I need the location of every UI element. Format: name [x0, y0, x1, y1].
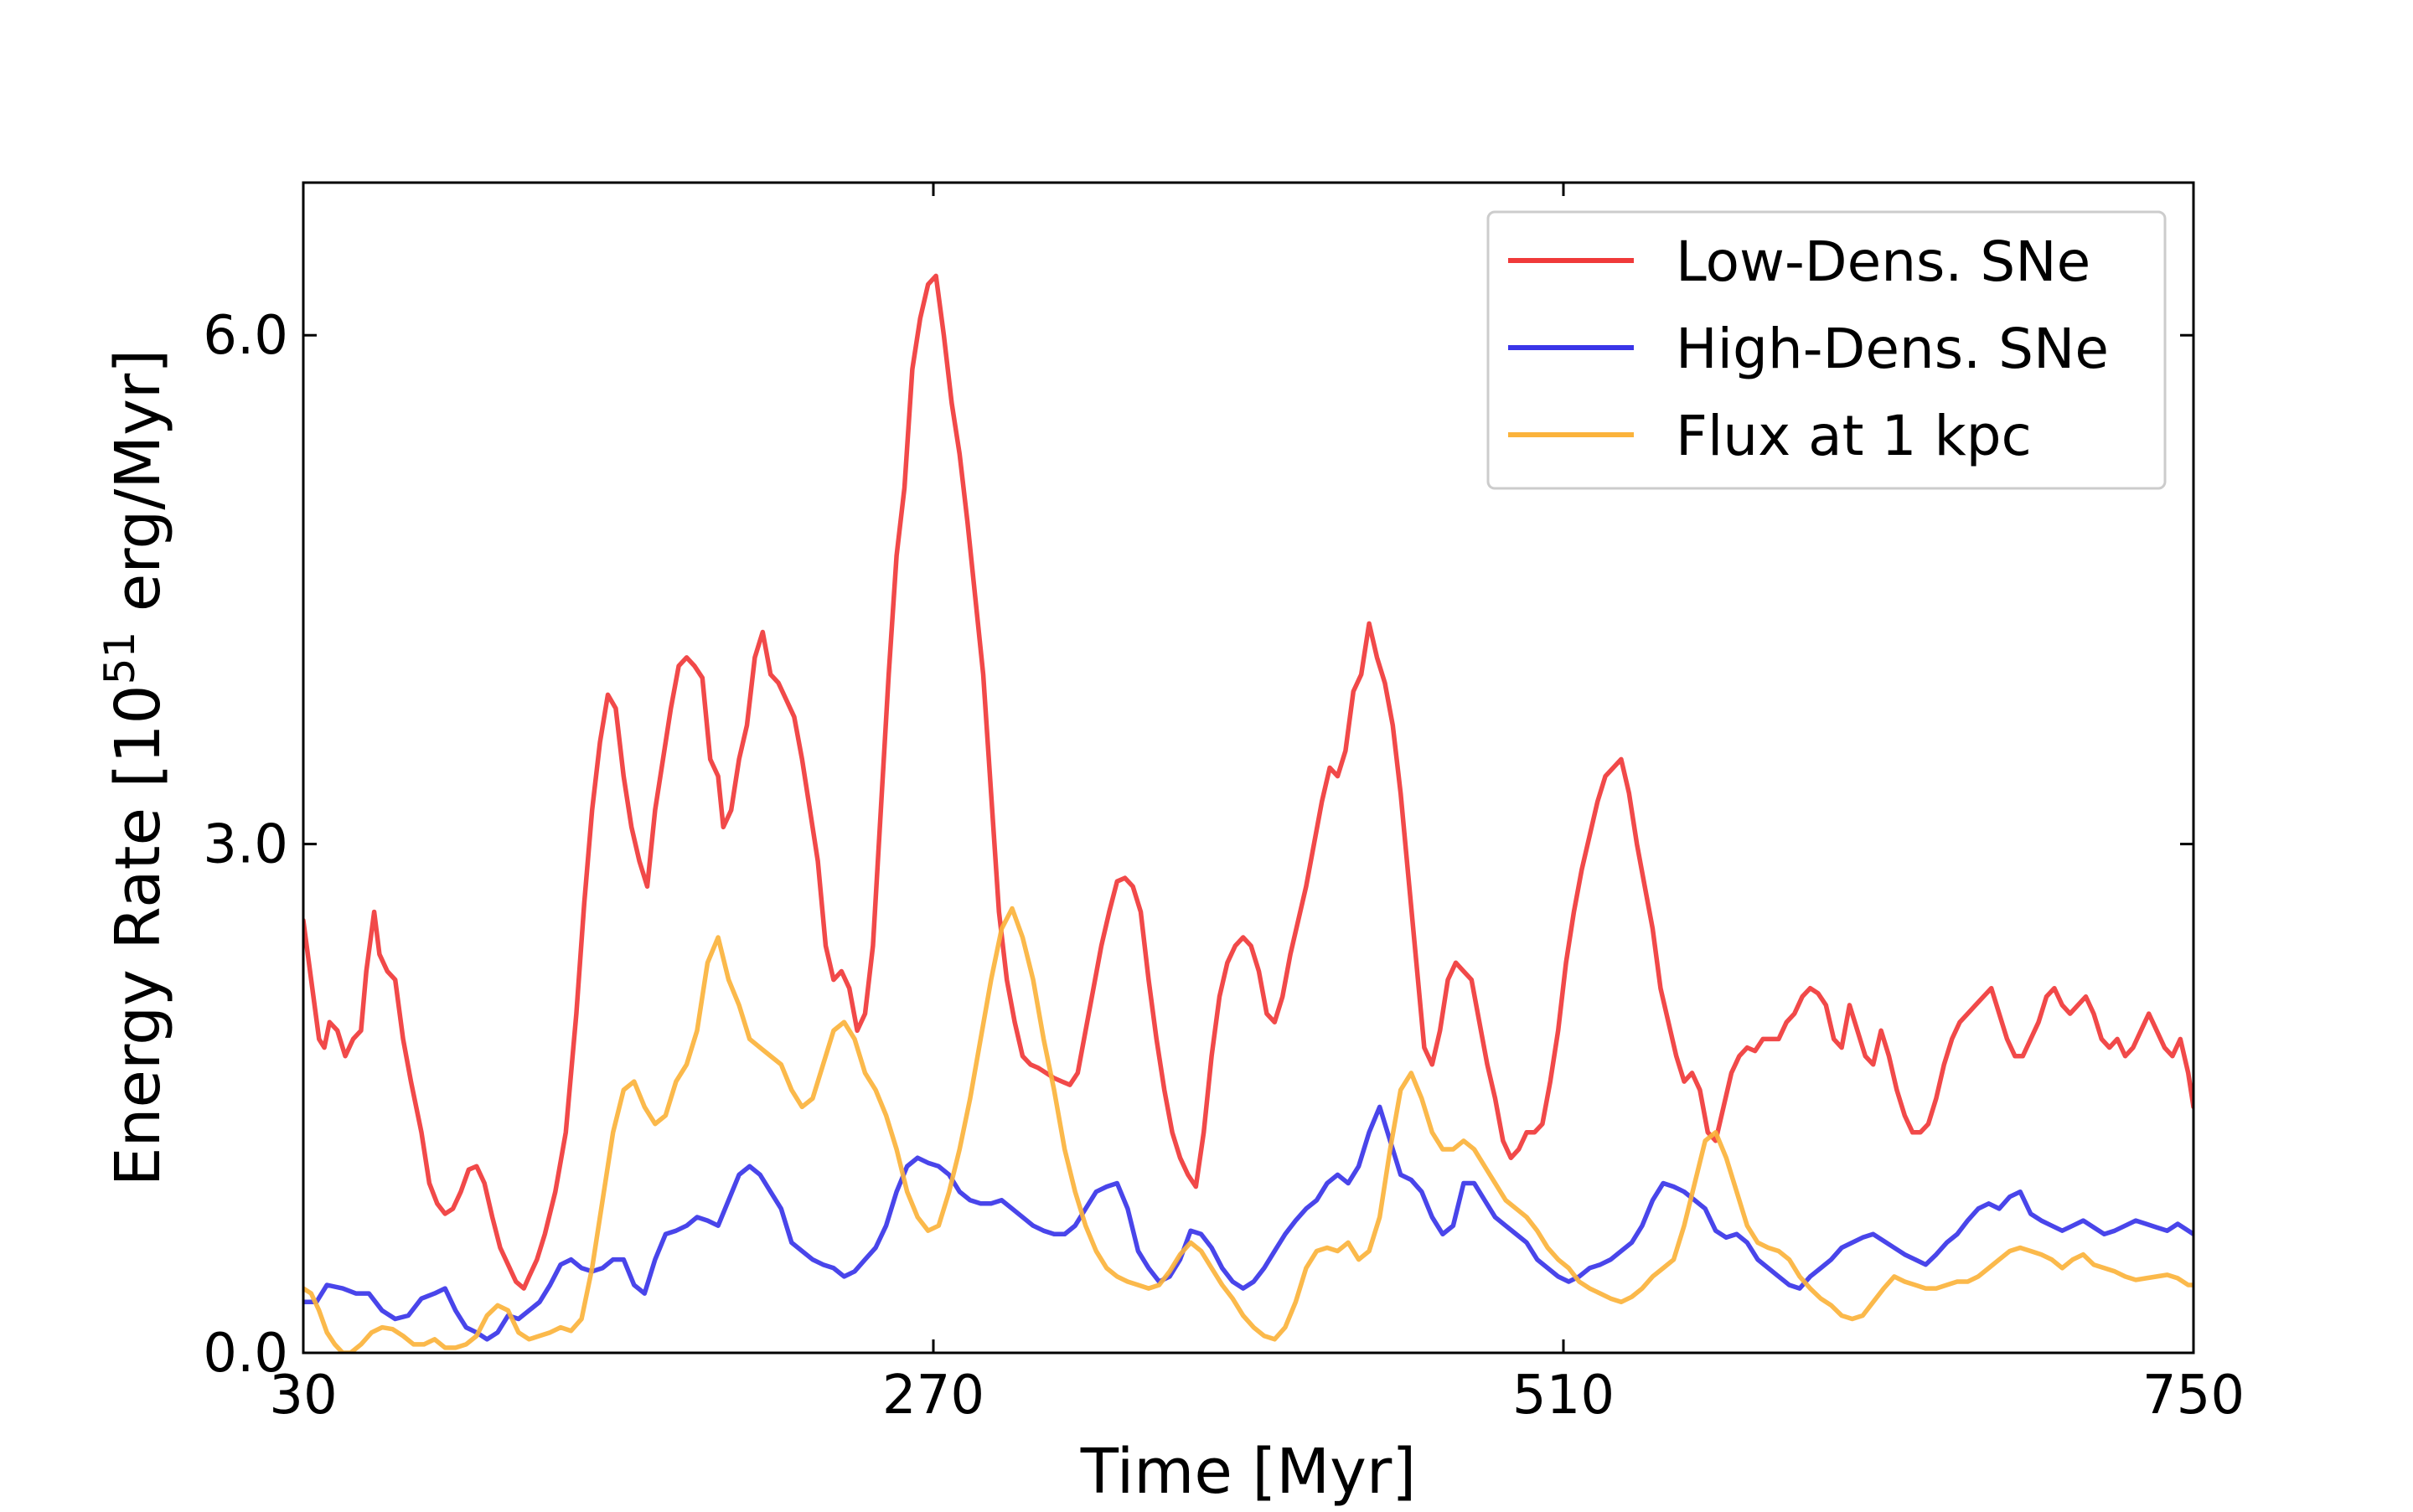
legend-label-0: Low-Dens. SNe	[1676, 230, 2090, 294]
x-axis-label: Time [Myr]	[1080, 1436, 1416, 1508]
y-axis-label-suffix: erg/Myr]	[102, 349, 174, 632]
y-axis-label: Energy Rate [1051 erg/Myr]	[96, 349, 174, 1186]
legend-box	[1486, 210, 2167, 490]
series-line-2	[303, 906, 2193, 1353]
y-tick-label: 3.0	[203, 814, 288, 876]
y-tick-label: 0.0	[203, 1323, 288, 1385]
x-tick-label: 750	[2142, 1365, 2245, 1427]
y-axis-label-prefix: Energy Rate [10	[102, 684, 174, 1186]
series-line-0	[303, 273, 2193, 1291]
axes-layer: 30 270 510 750 0.0 3.0 6.0 Time [Myr] Energy Rat…	[96, 181, 2245, 1508]
legend-label-1: High-Dens. SNe	[1676, 317, 2109, 381]
series-line-1	[303, 1104, 2193, 1342]
x-tick-label: 270	[882, 1365, 984, 1427]
legend-label-2: Flux at 1 kpc	[1676, 404, 2032, 468]
plot-frame	[302, 181, 2195, 1355]
y-axis-label-exponent: 51	[96, 632, 144, 685]
x-tick-label: 30	[269, 1365, 337, 1427]
series-layer	[303, 273, 2193, 1353]
x-tick-label: 510	[1512, 1365, 1615, 1427]
y-tick-label: 6.0	[203, 305, 288, 367]
legend: Low-Dens. SNe High-Dens. SNe Flux at 1 kpc	[1486, 210, 2167, 490]
